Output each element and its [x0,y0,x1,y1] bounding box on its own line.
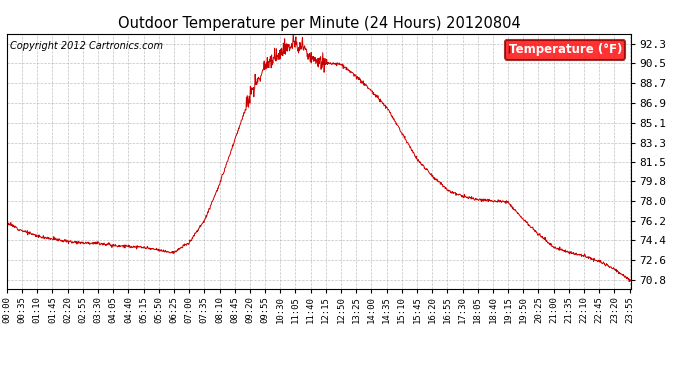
Legend: Temperature (°F): Temperature (°F) [505,40,625,60]
Title: Outdoor Temperature per Minute (24 Hours) 20120804: Outdoor Temperature per Minute (24 Hours… [118,16,520,31]
Text: Copyright 2012 Cartronics.com: Copyright 2012 Cartronics.com [10,41,163,51]
